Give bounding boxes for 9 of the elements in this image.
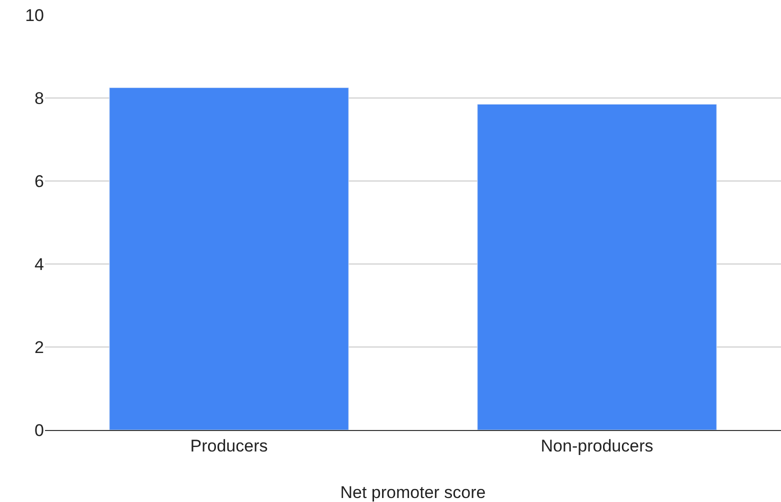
x-tick-label: Non-producers xyxy=(540,436,654,456)
x-axis-title: Net promoter score xyxy=(340,483,486,502)
y-tick-label: 4 xyxy=(34,254,44,274)
y-tick-label: 6 xyxy=(34,172,44,191)
y-tick-label: 10 xyxy=(25,6,44,25)
y-tick-label: 2 xyxy=(34,338,44,357)
x-tick-label: Producers xyxy=(190,436,268,456)
y-tick-label: 0 xyxy=(34,420,44,440)
y-tick-label: 8 xyxy=(34,88,44,108)
